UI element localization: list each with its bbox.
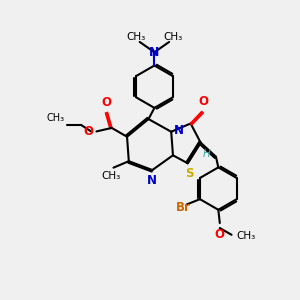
Text: CH₃: CH₃ — [101, 171, 121, 181]
Text: O: O — [83, 125, 93, 138]
Text: N: N — [147, 174, 158, 187]
Text: O: O — [215, 228, 225, 241]
Text: O: O — [102, 96, 112, 109]
Text: CH₃: CH₃ — [46, 112, 64, 123]
Text: N: N — [174, 124, 184, 137]
Text: Br: Br — [176, 201, 190, 214]
Text: CH₃: CH₃ — [163, 32, 182, 42]
Text: H: H — [203, 149, 211, 159]
Text: N: N — [149, 46, 160, 59]
Text: CH₃: CH₃ — [127, 32, 146, 42]
Text: O: O — [198, 95, 208, 108]
Text: S: S — [185, 167, 194, 180]
Text: CH₃: CH₃ — [237, 231, 256, 241]
